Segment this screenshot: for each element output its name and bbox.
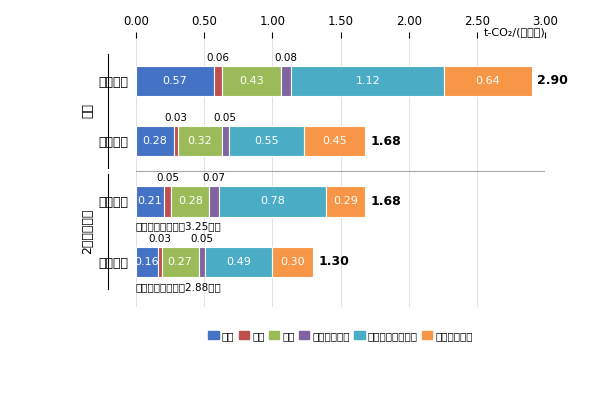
Bar (171, 186, 209, 217)
Text: 0.05: 0.05 (190, 234, 214, 244)
Bar (229, 126, 304, 156)
Text: 2.90: 2.90 (537, 74, 568, 87)
Text: 0.05: 0.05 (214, 113, 236, 123)
Bar (222, 66, 281, 96)
Bar (304, 126, 365, 156)
Text: 0.05: 0.05 (157, 173, 179, 183)
Text: 0.43: 0.43 (239, 76, 263, 86)
Text: 0.08: 0.08 (274, 53, 298, 62)
Text: 0.06: 0.06 (206, 53, 229, 62)
Bar (326, 186, 365, 217)
Bar (445, 66, 532, 96)
Bar (174, 126, 178, 156)
Text: 0.49: 0.49 (226, 257, 251, 267)
Text: 0.45: 0.45 (322, 136, 347, 146)
Text: 0.64: 0.64 (476, 76, 500, 86)
Bar (178, 126, 222, 156)
Bar (136, 66, 214, 96)
Bar (219, 186, 326, 217)
Text: 1.12: 1.12 (356, 76, 380, 86)
Text: 0.07: 0.07 (203, 173, 226, 183)
Text: 0.57: 0.57 (162, 76, 187, 86)
Text: 1.30: 1.30 (319, 255, 350, 268)
Bar (164, 186, 171, 217)
Text: 0.21: 0.21 (138, 197, 163, 206)
Text: 0.16: 0.16 (134, 257, 159, 267)
Bar (136, 186, 164, 217)
Bar (136, 126, 174, 156)
Text: 1.68: 1.68 (371, 135, 401, 148)
Text: 0.78: 0.78 (260, 197, 285, 206)
Bar (292, 66, 445, 96)
Bar (214, 66, 222, 96)
Text: 0.32: 0.32 (188, 136, 212, 146)
Text: 単身: 単身 (82, 103, 94, 118)
Text: 0.03: 0.03 (164, 113, 188, 123)
Text: （平均世帯人員：3.25人）: （平均世帯人員：3.25人） (136, 222, 221, 231)
Text: （平均世帯人員：2.88人）: （平均世帯人員：2.88人） (136, 282, 221, 292)
Text: 0.28: 0.28 (178, 197, 203, 206)
Legend: 暖房, 冷房, 給湯, 台所用コンロ, 照明・家電製品等, 自動車用燃料: 暖房, 冷房, 給湯, 台所用コンロ, 照明・家電製品等, 自動車用燃料 (204, 326, 477, 345)
Text: t-CO₂/(人・年): t-CO₂/(人・年) (484, 27, 545, 37)
Text: 0.03: 0.03 (148, 234, 171, 244)
Text: 1.68: 1.68 (371, 195, 401, 208)
Text: 2人以上世帯: 2人以上世帯 (82, 209, 94, 254)
Bar (199, 247, 205, 277)
Bar (222, 126, 229, 156)
Bar (209, 186, 219, 217)
Bar (205, 247, 272, 277)
Bar (158, 247, 161, 277)
Bar (136, 247, 158, 277)
Text: 0.28: 0.28 (142, 136, 167, 146)
Text: 0.30: 0.30 (280, 257, 305, 267)
Bar (161, 247, 199, 277)
Text: 0.55: 0.55 (254, 136, 278, 146)
Bar (281, 66, 292, 96)
Bar (272, 247, 313, 277)
Text: 0.27: 0.27 (167, 257, 193, 267)
Text: 0.29: 0.29 (333, 197, 358, 206)
